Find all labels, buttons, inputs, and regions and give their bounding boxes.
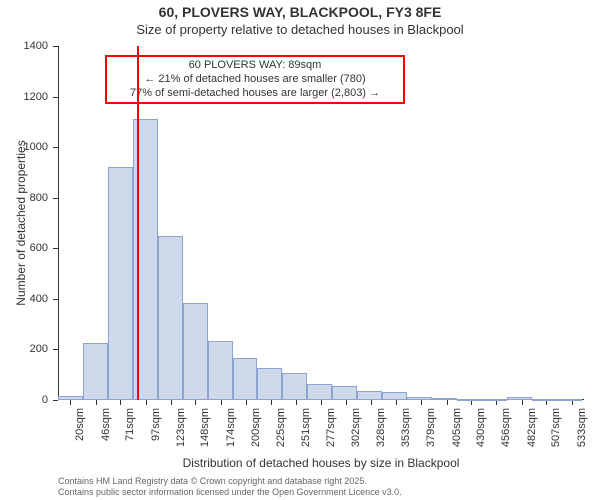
histogram-bar	[208, 341, 233, 400]
x-tick-mark	[346, 400, 347, 405]
footer-line2: Contains public sector information licen…	[58, 487, 402, 498]
y-tick-label: 1200	[0, 91, 48, 103]
x-tick-mark	[171, 400, 172, 405]
histogram-bar	[432, 398, 457, 400]
histogram-bar	[282, 373, 307, 400]
x-tick-label: 328sqm	[375, 408, 387, 468]
x-tick-label: 225sqm	[275, 408, 287, 468]
y-tick-mark	[53, 198, 58, 199]
x-tick-label: 405sqm	[451, 408, 463, 468]
histogram-bar	[357, 391, 382, 400]
x-tick-label: 353sqm	[400, 408, 412, 468]
x-tick-label: 251sqm	[300, 408, 312, 468]
y-tick-mark	[53, 97, 58, 98]
y-tick-mark	[53, 147, 58, 148]
histogram-bar	[382, 392, 407, 400]
x-tick-label: 20sqm	[74, 408, 86, 468]
x-tick-label: 71sqm	[124, 408, 136, 468]
x-tick-mark	[396, 400, 397, 405]
y-tick-mark	[53, 46, 58, 47]
x-tick-label: 123sqm	[175, 408, 187, 468]
x-tick-mark	[120, 400, 121, 405]
y-tick-mark	[53, 400, 58, 401]
histogram-bar	[257, 368, 282, 400]
x-tick-mark	[321, 400, 322, 405]
annotation-line3: 77% of semi-detached houses are larger (…	[113, 87, 397, 101]
x-tick-label: 97sqm	[150, 408, 162, 468]
x-tick-label: 277sqm	[325, 408, 337, 468]
x-tick-mark	[271, 400, 272, 405]
x-tick-mark	[522, 400, 523, 405]
y-tick-mark	[53, 248, 58, 249]
chart-footer: Contains HM Land Registry data © Crown c…	[58, 476, 402, 498]
x-tick-label: 148sqm	[199, 408, 211, 468]
x-tick-mark	[146, 400, 147, 405]
histogram-bar	[183, 303, 208, 400]
property-size-histogram: 60, PLOVERS WAY, BLACKPOOL, FY3 8FE Size…	[0, 0, 600, 500]
x-tick-mark	[246, 400, 247, 405]
annotation-line2: ← 21% of detached houses are smaller (78…	[113, 73, 397, 87]
annotation-line1: 60 PLOVERS WAY: 89sqm	[113, 59, 397, 73]
x-tick-label: 379sqm	[425, 408, 437, 468]
x-tick-mark	[421, 400, 422, 405]
histogram-bar	[233, 358, 258, 400]
chart-subtitle: Size of property relative to detached ho…	[0, 22, 600, 37]
histogram-bar	[407, 397, 432, 400]
x-tick-mark	[221, 400, 222, 405]
y-tick-mark	[53, 349, 58, 350]
y-tick-label: 0	[0, 394, 48, 406]
y-tick-label: 600	[0, 242, 48, 254]
chart-title: 60, PLOVERS WAY, BLACKPOOL, FY3 8FE	[0, 4, 600, 20]
histogram-bar	[332, 386, 357, 400]
y-tick-mark	[53, 299, 58, 300]
x-tick-label: 174sqm	[225, 408, 237, 468]
x-tick-mark	[296, 400, 297, 405]
x-tick-label: 430sqm	[475, 408, 487, 468]
histogram-bar	[482, 399, 507, 401]
histogram-bar	[307, 384, 332, 400]
histogram-bar	[108, 167, 133, 400]
histogram-bar	[83, 343, 108, 400]
histogram-bar	[557, 399, 582, 401]
y-tick-label: 800	[0, 192, 48, 204]
x-tick-label: 200sqm	[250, 408, 262, 468]
y-tick-label: 200	[0, 343, 48, 355]
annotation-box: 60 PLOVERS WAY: 89sqm ← 21% of detached …	[105, 55, 405, 104]
histogram-bar	[58, 396, 83, 400]
x-tick-mark	[371, 400, 372, 405]
x-tick-label: 456sqm	[500, 408, 512, 468]
x-tick-label: 482sqm	[526, 408, 538, 468]
x-tick-mark	[96, 400, 97, 405]
x-tick-mark	[70, 400, 71, 405]
y-tick-label: 1400	[0, 40, 48, 52]
x-tick-mark	[471, 400, 472, 405]
histogram-bar	[158, 236, 183, 400]
x-tick-mark	[447, 400, 448, 405]
x-tick-label: 507sqm	[550, 408, 562, 468]
histogram-bar	[532, 399, 557, 401]
x-tick-mark	[195, 400, 196, 405]
x-tick-label: 302sqm	[350, 408, 362, 468]
histogram-bar	[507, 397, 532, 400]
y-tick-label: 1000	[0, 141, 48, 153]
histogram-bar	[457, 399, 482, 401]
property-marker-line	[137, 46, 139, 400]
x-tick-label: 533sqm	[576, 408, 588, 468]
x-tick-label: 46sqm	[100, 408, 112, 468]
y-tick-label: 400	[0, 293, 48, 305]
footer-line1: Contains HM Land Registry data © Crown c…	[58, 476, 402, 487]
